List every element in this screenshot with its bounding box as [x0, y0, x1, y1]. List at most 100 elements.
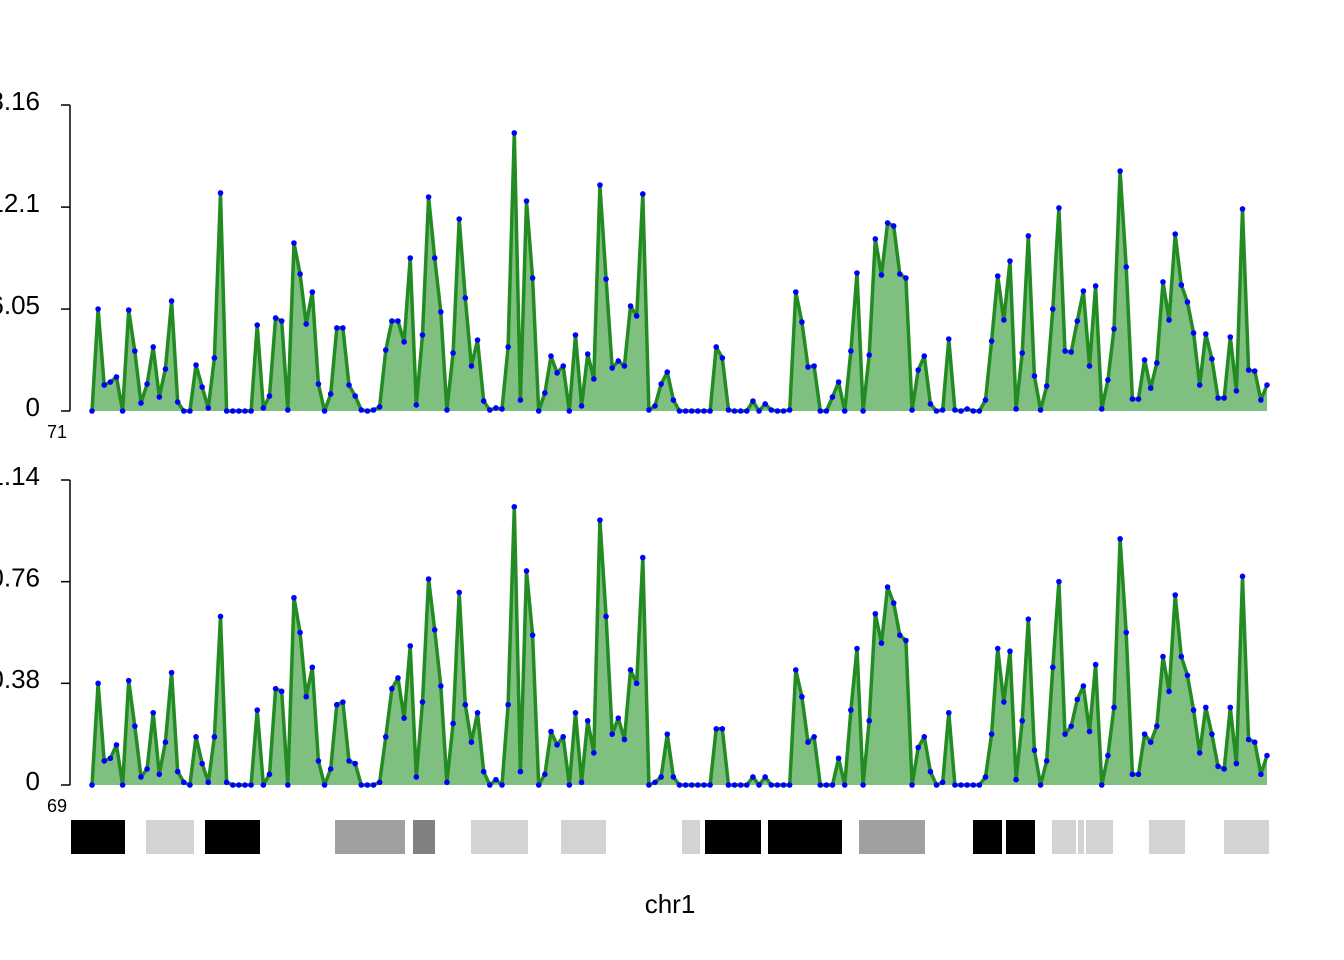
point	[229, 408, 236, 414]
point	[138, 400, 144, 406]
area	[92, 506, 1267, 785]
point	[89, 408, 95, 414]
point	[1141, 731, 1148, 737]
point	[413, 402, 420, 408]
point	[1019, 717, 1026, 724]
point	[994, 273, 1001, 279]
point	[101, 758, 108, 764]
point	[401, 715, 407, 721]
point	[994, 645, 1001, 652]
point	[737, 782, 744, 788]
point	[113, 742, 120, 748]
point	[248, 408, 254, 414]
point	[1258, 771, 1264, 778]
point	[1092, 661, 1099, 668]
point	[1135, 396, 1142, 402]
point	[1147, 385, 1154, 391]
point	[927, 768, 934, 775]
point	[621, 736, 628, 743]
point	[1190, 330, 1197, 336]
point	[542, 390, 548, 396]
point	[1068, 723, 1074, 729]
point	[505, 701, 511, 708]
point	[866, 717, 873, 724]
point	[688, 408, 695, 414]
point	[419, 699, 426, 705]
point	[578, 403, 585, 409]
point	[1160, 653, 1166, 660]
point	[1013, 406, 1019, 412]
point	[180, 408, 187, 414]
point	[713, 344, 720, 350]
point	[462, 701, 469, 708]
point	[964, 782, 970, 788]
point	[1239, 573, 1246, 580]
point	[774, 408, 781, 414]
point	[395, 675, 401, 681]
point	[1025, 616, 1032, 622]
point	[1086, 363, 1093, 369]
point	[903, 637, 909, 644]
point	[1147, 739, 1154, 745]
y-tick-label: 12.1	[0, 188, 40, 218]
point	[713, 726, 720, 732]
point	[835, 755, 842, 762]
point	[517, 397, 524, 403]
point	[150, 709, 156, 716]
point	[952, 782, 958, 788]
point	[750, 774, 756, 780]
point	[560, 363, 567, 369]
point	[119, 782, 126, 788]
point	[768, 782, 775, 788]
point	[535, 782, 542, 788]
point	[744, 408, 750, 414]
point	[193, 362, 199, 368]
point	[756, 408, 762, 414]
point	[493, 405, 499, 411]
point	[688, 782, 695, 788]
point	[340, 325, 346, 331]
point	[1062, 348, 1068, 354]
point	[199, 760, 205, 767]
point	[750, 398, 756, 404]
point	[132, 723, 138, 729]
point	[1105, 377, 1111, 383]
point	[95, 680, 101, 687]
point	[107, 379, 114, 385]
point	[1111, 704, 1117, 711]
point	[780, 782, 787, 788]
point	[174, 768, 181, 775]
point	[701, 408, 707, 414]
point	[658, 381, 664, 387]
point	[591, 376, 597, 382]
point	[1258, 397, 1264, 403]
point	[315, 381, 322, 387]
point	[670, 774, 677, 780]
point	[1160, 279, 1166, 285]
point	[438, 683, 444, 689]
point	[456, 216, 462, 222]
point	[542, 771, 548, 778]
point	[841, 782, 848, 788]
point	[132, 348, 138, 354]
point	[254, 707, 261, 713]
point	[340, 699, 346, 705]
point	[389, 685, 395, 692]
point	[970, 408, 977, 414]
point	[248, 782, 254, 788]
point	[988, 731, 995, 737]
point	[364, 782, 371, 788]
point	[346, 382, 352, 388]
point	[511, 130, 518, 136]
point	[731, 782, 738, 788]
point	[939, 407, 946, 413]
point	[217, 613, 224, 620]
point	[731, 408, 738, 414]
point	[811, 363, 817, 369]
point	[1031, 373, 1038, 379]
point	[535, 408, 542, 414]
point	[725, 782, 732, 788]
point	[578, 779, 585, 786]
point	[1050, 664, 1056, 671]
point	[217, 190, 224, 196]
